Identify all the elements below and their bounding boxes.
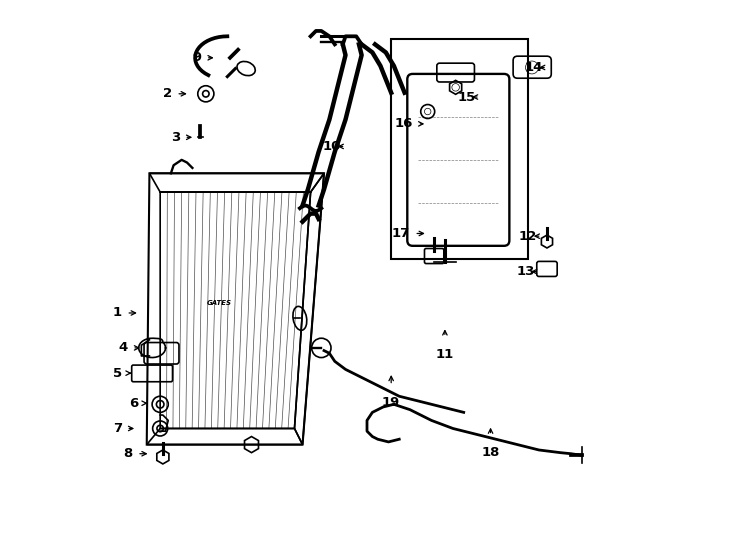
Text: 1: 1 (113, 307, 122, 320)
Text: 6: 6 (129, 397, 138, 410)
Text: 12: 12 (519, 230, 537, 242)
Text: 3: 3 (171, 131, 180, 144)
Text: 5: 5 (113, 367, 122, 380)
Text: GATES: GATES (207, 300, 232, 306)
Text: 4: 4 (119, 341, 128, 354)
Text: 2: 2 (163, 87, 172, 100)
Text: 17: 17 (392, 227, 410, 240)
Text: 7: 7 (113, 422, 122, 435)
Text: 14: 14 (524, 61, 542, 74)
Bar (391, 39, 528, 259)
Text: 10: 10 (323, 140, 341, 153)
Text: 11: 11 (436, 348, 454, 361)
Text: 16: 16 (395, 117, 413, 130)
Text: 13: 13 (516, 265, 534, 278)
Text: 18: 18 (482, 446, 500, 459)
Text: 19: 19 (382, 396, 400, 409)
Text: 15: 15 (457, 91, 476, 104)
Text: 8: 8 (123, 447, 133, 460)
Text: 9: 9 (192, 51, 202, 64)
